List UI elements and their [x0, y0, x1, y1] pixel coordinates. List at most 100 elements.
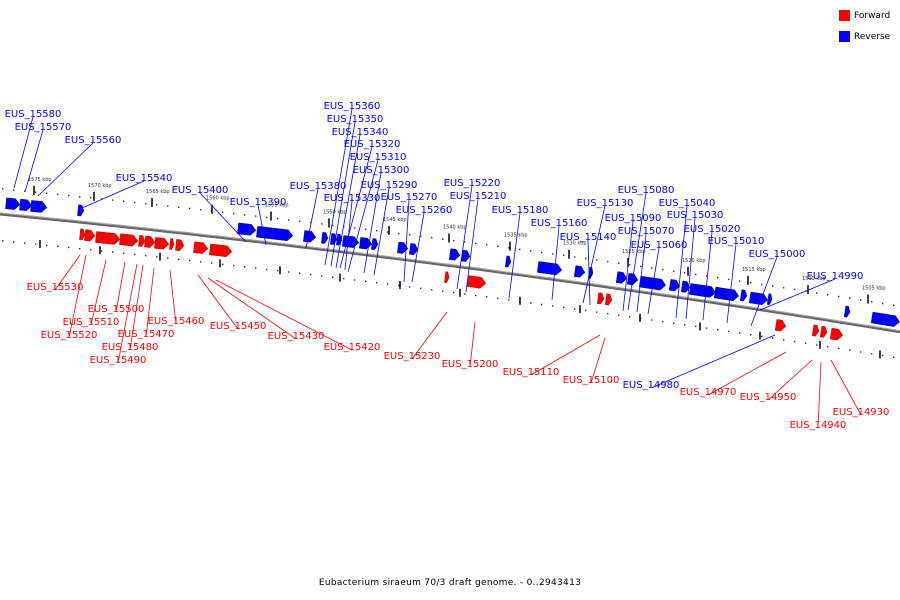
- reverse-gene-arrow[interactable]: [19, 198, 33, 211]
- forward-gene-arrow[interactable]: [811, 324, 820, 337]
- reverse-gene-arrow[interactable]: [409, 243, 419, 256]
- reverse-gene-label[interactable]: EUS_15180: [492, 205, 549, 216]
- reverse-gene-label[interactable]: EUS_15260: [396, 205, 453, 216]
- reverse-gene-label[interactable]: EUS_15160: [531, 218, 588, 229]
- forward-gene-arrow[interactable]: [138, 235, 146, 247]
- reverse-gene-label[interactable]: EUS_15030: [667, 210, 724, 221]
- reverse-gene-label[interactable]: EUS_15290: [361, 180, 418, 191]
- forward-gene-arrow[interactable]: [604, 293, 613, 306]
- reverse-gene-arrow[interactable]: [5, 197, 21, 210]
- reverse-gene-label[interactable]: EUS_15340: [332, 127, 389, 138]
- forward-gene-arrow[interactable]: [84, 229, 96, 242]
- reverse-gene-label[interactable]: EUS_15390: [230, 197, 287, 208]
- forward-gene-arrow[interactable]: [154, 237, 170, 250]
- forward-gene-arrow[interactable]: [193, 241, 209, 254]
- reverse-gene-arrow[interactable]: [77, 204, 85, 217]
- reverse-gene-label[interactable]: EUS_15210: [450, 191, 507, 202]
- reverse-gene-label[interactable]: EUS_15040: [659, 198, 716, 209]
- forward-gene-label[interactable]: EUS_14950: [740, 392, 797, 403]
- forward-gene-label[interactable]: EUS_15510: [63, 317, 120, 328]
- reverse-gene-label[interactable]: EUS_15020: [684, 224, 741, 235]
- forward-gene-label[interactable]: EUS_15110: [503, 367, 560, 378]
- forward-gene-label[interactable]: EUS_15530: [27, 282, 84, 293]
- reverse-gene-label[interactable]: EUS_15570: [15, 122, 72, 133]
- forward-gene-label[interactable]: EUS_14930: [833, 407, 890, 418]
- reverse-gene-label[interactable]: EUS_15220: [444, 178, 501, 189]
- forward-gene-label[interactable]: EUS_15490: [90, 355, 147, 366]
- forward-gene-label[interactable]: EUS_14940: [790, 420, 847, 431]
- forward-gene-label[interactable]: EUS_15500: [88, 304, 145, 315]
- forward-gene-label[interactable]: EUS_15460: [148, 316, 205, 327]
- forward-gene-label[interactable]: EUS_15200: [442, 359, 499, 370]
- reverse-gene-arrow[interactable]: [303, 230, 317, 243]
- reverse-gene-arrow[interactable]: [256, 226, 294, 242]
- reverse-gene-label[interactable]: EUS_15010: [708, 236, 765, 247]
- reverse-gene-label[interactable]: EUS_15350: [327, 114, 384, 125]
- reverse-gene-label[interactable]: EUS_15400: [172, 185, 229, 196]
- reverse-gene-label[interactable]: EUS_15060: [631, 240, 688, 251]
- reverse-gene-label[interactable]: EUS_14980: [623, 380, 680, 391]
- reverse-gene-arrow[interactable]: [449, 248, 461, 261]
- forward-gene-arrow[interactable]: [79, 228, 86, 241]
- forward-gene-arrow[interactable]: [467, 275, 487, 289]
- forward-gene-label[interactable]: EUS_15420: [324, 342, 381, 353]
- forward-gene-label[interactable]: EUS_15470: [118, 329, 175, 340]
- reverse-gene-arrow[interactable]: [397, 241, 409, 254]
- reverse-gene-label[interactable]: EUS_15380: [290, 181, 347, 192]
- forward-gene-label[interactable]: EUS_15450: [210, 321, 267, 332]
- forward-gene-arrow[interactable]: [169, 238, 175, 250]
- forward-gene-arrow[interactable]: [95, 231, 121, 245]
- reverse-gene-arrow[interactable]: [713, 286, 739, 301]
- forward-gene-arrow[interactable]: [819, 325, 828, 338]
- reverse-gene-arrow[interactable]: [371, 238, 379, 250]
- reverse-gene-label[interactable]: EUS_15330: [324, 193, 381, 204]
- forward-gene-arrow[interactable]: [774, 319, 787, 332]
- reverse-gene-arrow[interactable]: [30, 200, 48, 213]
- reverse-gene-arrow[interactable]: [680, 280, 691, 293]
- reverse-gene-arrow[interactable]: [766, 293, 773, 306]
- reverse-gene-label[interactable]: EUS_15540: [116, 173, 173, 184]
- legend-item-forward[interactable]: Forward: [839, 9, 890, 22]
- reverse-gene-label[interactable]: EUS_15320: [344, 139, 401, 150]
- reverse-gene-arrow[interactable]: [668, 279, 681, 292]
- forward-gene-arrow[interactable]: [144, 235, 156, 248]
- reverse-gene-arrow[interactable]: [615, 271, 628, 284]
- reverse-gene-arrow[interactable]: [870, 311, 900, 327]
- forward-gene-arrow[interactable]: [829, 327, 844, 341]
- reverse-gene-label[interactable]: EUS_15140: [560, 232, 617, 243]
- reverse-gene-label[interactable]: EUS_15080: [618, 185, 675, 196]
- reverse-gene-label[interactable]: EUS_15310: [350, 152, 407, 163]
- reverse-gene-label[interactable]: EUS_15000: [749, 249, 806, 260]
- reverse-gene-arrow[interactable]: [843, 305, 851, 318]
- reverse-gene-label[interactable]: EUS_15580: [5, 109, 62, 120]
- reverse-gene-arrow[interactable]: [688, 283, 716, 298]
- reverse-gene-arrow[interactable]: [321, 232, 329, 244]
- forward-gene-arrow[interactable]: [444, 271, 450, 284]
- forward-gene-arrow[interactable]: [597, 292, 605, 305]
- reverse-gene-label[interactable]: EUS_14990: [807, 271, 864, 282]
- reverse-gene-arrow[interactable]: [739, 289, 748, 302]
- reverse-gene-arrow[interactable]: [237, 222, 257, 236]
- reverse-gene-arrow[interactable]: [748, 291, 769, 306]
- forward-gene-label[interactable]: EUS_14970: [680, 387, 737, 398]
- forward-gene-label[interactable]: EUS_15230: [384, 351, 441, 362]
- reverse-gene-label[interactable]: EUS_15560: [65, 135, 122, 146]
- forward-gene-arrow[interactable]: [119, 233, 139, 247]
- forward-gene-arrow[interactable]: [175, 239, 185, 251]
- reverse-gene-arrow[interactable]: [505, 255, 512, 268]
- reverse-gene-label[interactable]: EUS_15130: [577, 198, 634, 209]
- reverse-gene-arrow[interactable]: [638, 275, 666, 291]
- reverse-gene-arrow[interactable]: [537, 261, 563, 276]
- reverse-gene-arrow[interactable]: [574, 265, 586, 278]
- reverse-gene-label[interactable]: EUS_15300: [353, 165, 410, 176]
- forward-gene-label[interactable]: EUS_15480: [102, 342, 159, 353]
- legend-item-reverse[interactable]: Reverse: [839, 30, 890, 43]
- forward-gene-label[interactable]: EUS_15100: [563, 375, 620, 386]
- reverse-gene-label[interactable]: EUS_15360: [324, 101, 381, 112]
- forward-gene-label[interactable]: EUS_15430: [268, 331, 325, 342]
- forward-gene-arrow[interactable]: [209, 243, 233, 258]
- reverse-gene-label[interactable]: EUS_15270: [381, 192, 438, 203]
- reverse-gene-label[interactable]: EUS_15090: [605, 213, 662, 224]
- forward-gene-label[interactable]: EUS_15520: [41, 330, 98, 341]
- reverse-gene-label[interactable]: EUS_15070: [618, 226, 675, 237]
